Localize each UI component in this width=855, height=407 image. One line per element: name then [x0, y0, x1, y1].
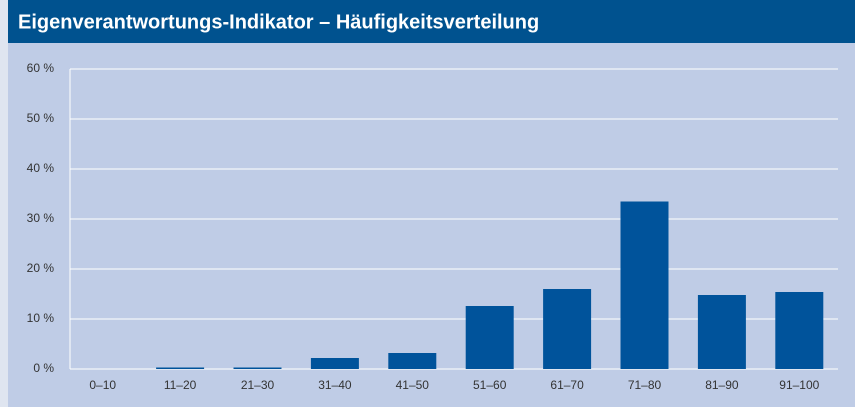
y-tick-label: 10 % [27, 311, 55, 325]
bar [620, 201, 669, 369]
x-tick-label: 21–30 [241, 378, 275, 392]
x-tick-label: 91–100 [779, 378, 819, 392]
x-tick-label: 41–50 [396, 378, 430, 392]
bar [310, 358, 359, 369]
chart-title: Eigenverantwortungs-Indikator – Häufigke… [18, 11, 539, 33]
bar [775, 292, 824, 369]
x-tick-label: 31–40 [318, 378, 352, 392]
title-bar [8, 0, 855, 43]
x-tick-label: 11–20 [164, 378, 197, 392]
x-tick-label: 0–10 [89, 378, 116, 392]
y-tick-label: 0 % [33, 361, 54, 375]
bar [388, 353, 437, 369]
y-tick-label: 50 % [27, 111, 55, 125]
x-tick-label: 61–70 [550, 378, 584, 392]
bar [156, 367, 205, 369]
y-tick-label: 40 % [27, 161, 55, 175]
x-tick-label: 51–60 [473, 378, 507, 392]
bar [233, 367, 282, 369]
bar [465, 306, 514, 369]
bar [697, 295, 746, 369]
y-tick-label: 20 % [27, 261, 55, 275]
bar [543, 289, 592, 369]
y-tick-label: 30 % [27, 211, 55, 225]
y-tick-label: 60 % [27, 61, 55, 75]
x-tick-label: 71–80 [628, 378, 662, 392]
x-tick-label: 81–90 [705, 378, 739, 392]
